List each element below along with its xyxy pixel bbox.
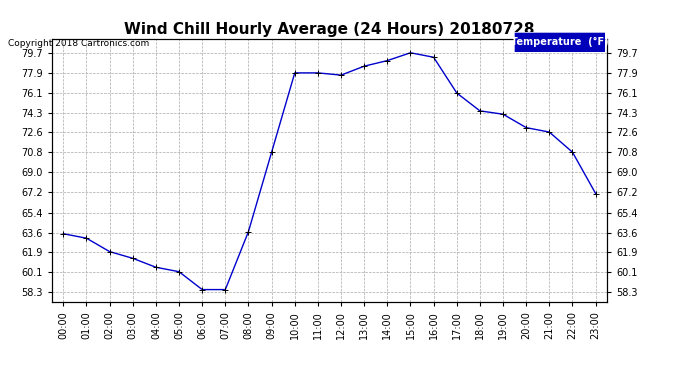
Text: Copyright 2018 Cartronics.com: Copyright 2018 Cartronics.com: [8, 39, 150, 48]
Title: Wind Chill Hourly Average (24 Hours) 20180728: Wind Chill Hourly Average (24 Hours) 201…: [124, 22, 535, 37]
Text: Temperature  (°F): Temperature (°F): [511, 37, 609, 47]
